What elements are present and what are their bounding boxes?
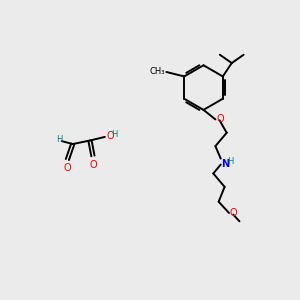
Text: H: H — [56, 135, 62, 144]
Text: CH₃: CH₃ — [149, 67, 165, 76]
Text: N: N — [221, 159, 230, 169]
Text: O: O — [230, 208, 238, 218]
Text: O: O — [64, 163, 71, 173]
Text: H: H — [111, 130, 118, 139]
Text: H: H — [227, 158, 234, 166]
Text: O: O — [106, 131, 114, 141]
Text: O: O — [89, 160, 97, 170]
Text: O: O — [216, 114, 224, 124]
